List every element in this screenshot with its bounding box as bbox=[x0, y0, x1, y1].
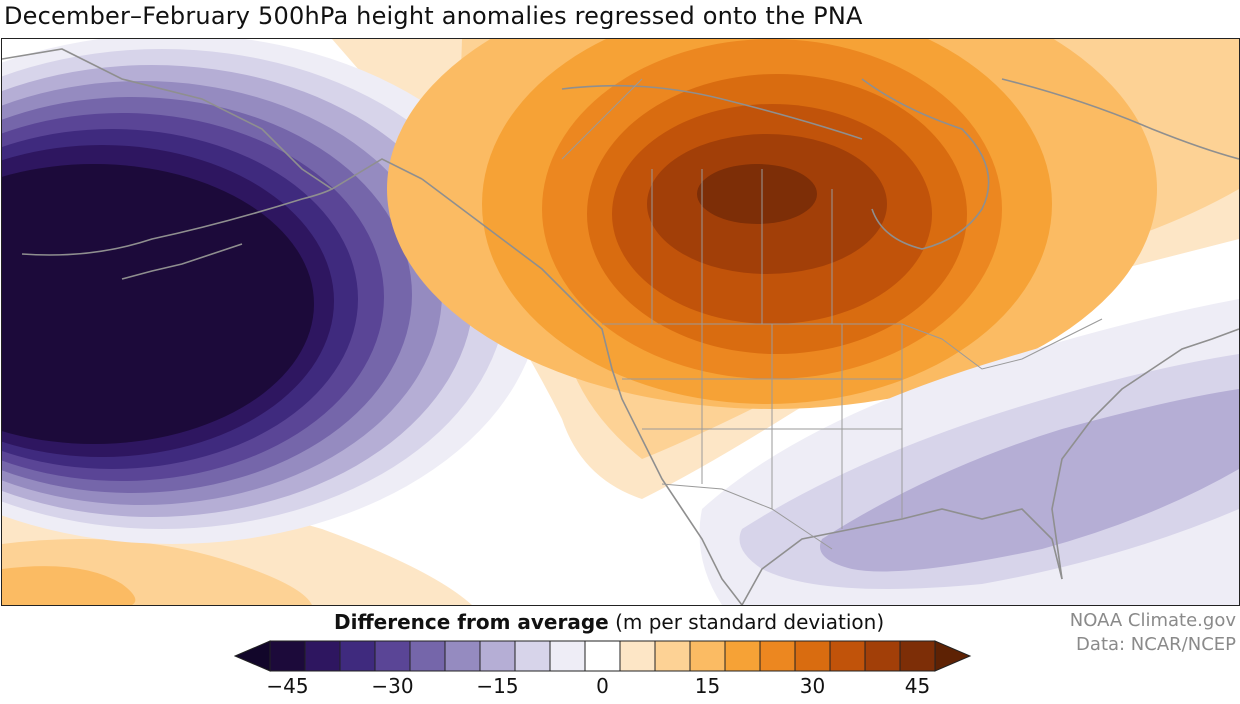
colorbar-low-arrow bbox=[233, 640, 271, 672]
coastlines bbox=[2, 48, 1239, 605]
legend-title-units: (m per standard deviation) bbox=[608, 610, 885, 634]
colorbar-tick-label: 45 bbox=[904, 674, 931, 698]
colorbar-bin bbox=[724, 640, 761, 672]
colorbar-bin bbox=[444, 640, 481, 672]
colorbar-bin bbox=[829, 640, 866, 672]
colorbar-tick-label: −30 bbox=[371, 674, 414, 698]
colorbar-bin bbox=[759, 640, 796, 672]
colorbar bbox=[233, 640, 1010, 676]
political-borders bbox=[561, 78, 1103, 550]
colorbar-bin bbox=[654, 640, 691, 672]
colorbar-bin bbox=[304, 640, 341, 672]
legend-title-bold: Difference from average bbox=[334, 610, 609, 634]
colorbar-bin bbox=[864, 640, 901, 672]
colorbar-bin bbox=[584, 640, 621, 672]
legend-title: Difference from average (m per standard … bbox=[334, 610, 884, 634]
colorbar-bin bbox=[899, 640, 936, 672]
credit-block: NOAA Climate.gov Data: NCAR/NCEP bbox=[1070, 609, 1236, 657]
anomaly-map bbox=[1, 38, 1240, 606]
colorbar-bin bbox=[339, 640, 376, 672]
colorbar-bin bbox=[409, 640, 446, 672]
colorbar-bin bbox=[619, 640, 656, 672]
colorbar-high-arrow bbox=[934, 640, 972, 672]
colorbar-tick-label: 15 bbox=[694, 674, 721, 698]
credit-data: Data: NCAR/NCEP bbox=[1076, 634, 1236, 655]
colorbar-bin bbox=[374, 640, 411, 672]
colorbar-tick-label: −45 bbox=[266, 674, 309, 698]
colorbar-bin bbox=[514, 640, 551, 672]
colorbar-ticks: −45 −30 −15 0 15 30 45 bbox=[0, 674, 1240, 704]
colorbar-tick-label: 0 bbox=[596, 674, 609, 698]
page-title: December–February 500hPa height anomalie… bbox=[4, 2, 863, 30]
colorbar-bin bbox=[479, 640, 516, 672]
colorbar-bin bbox=[549, 640, 586, 672]
colorbar-tick-label: 30 bbox=[799, 674, 826, 698]
colorbar-tick-label: −15 bbox=[476, 674, 519, 698]
western-canada-positive-center bbox=[387, 39, 1239, 499]
credit-source: NOAA Climate.gov bbox=[1069, 610, 1236, 631]
colorbar-bin bbox=[269, 640, 306, 672]
southeast-negative-center bbox=[699, 299, 1239, 605]
north-pacific-negative-center bbox=[2, 39, 542, 544]
colorbar-bin bbox=[794, 640, 831, 672]
colorbar-bin bbox=[689, 640, 726, 672]
